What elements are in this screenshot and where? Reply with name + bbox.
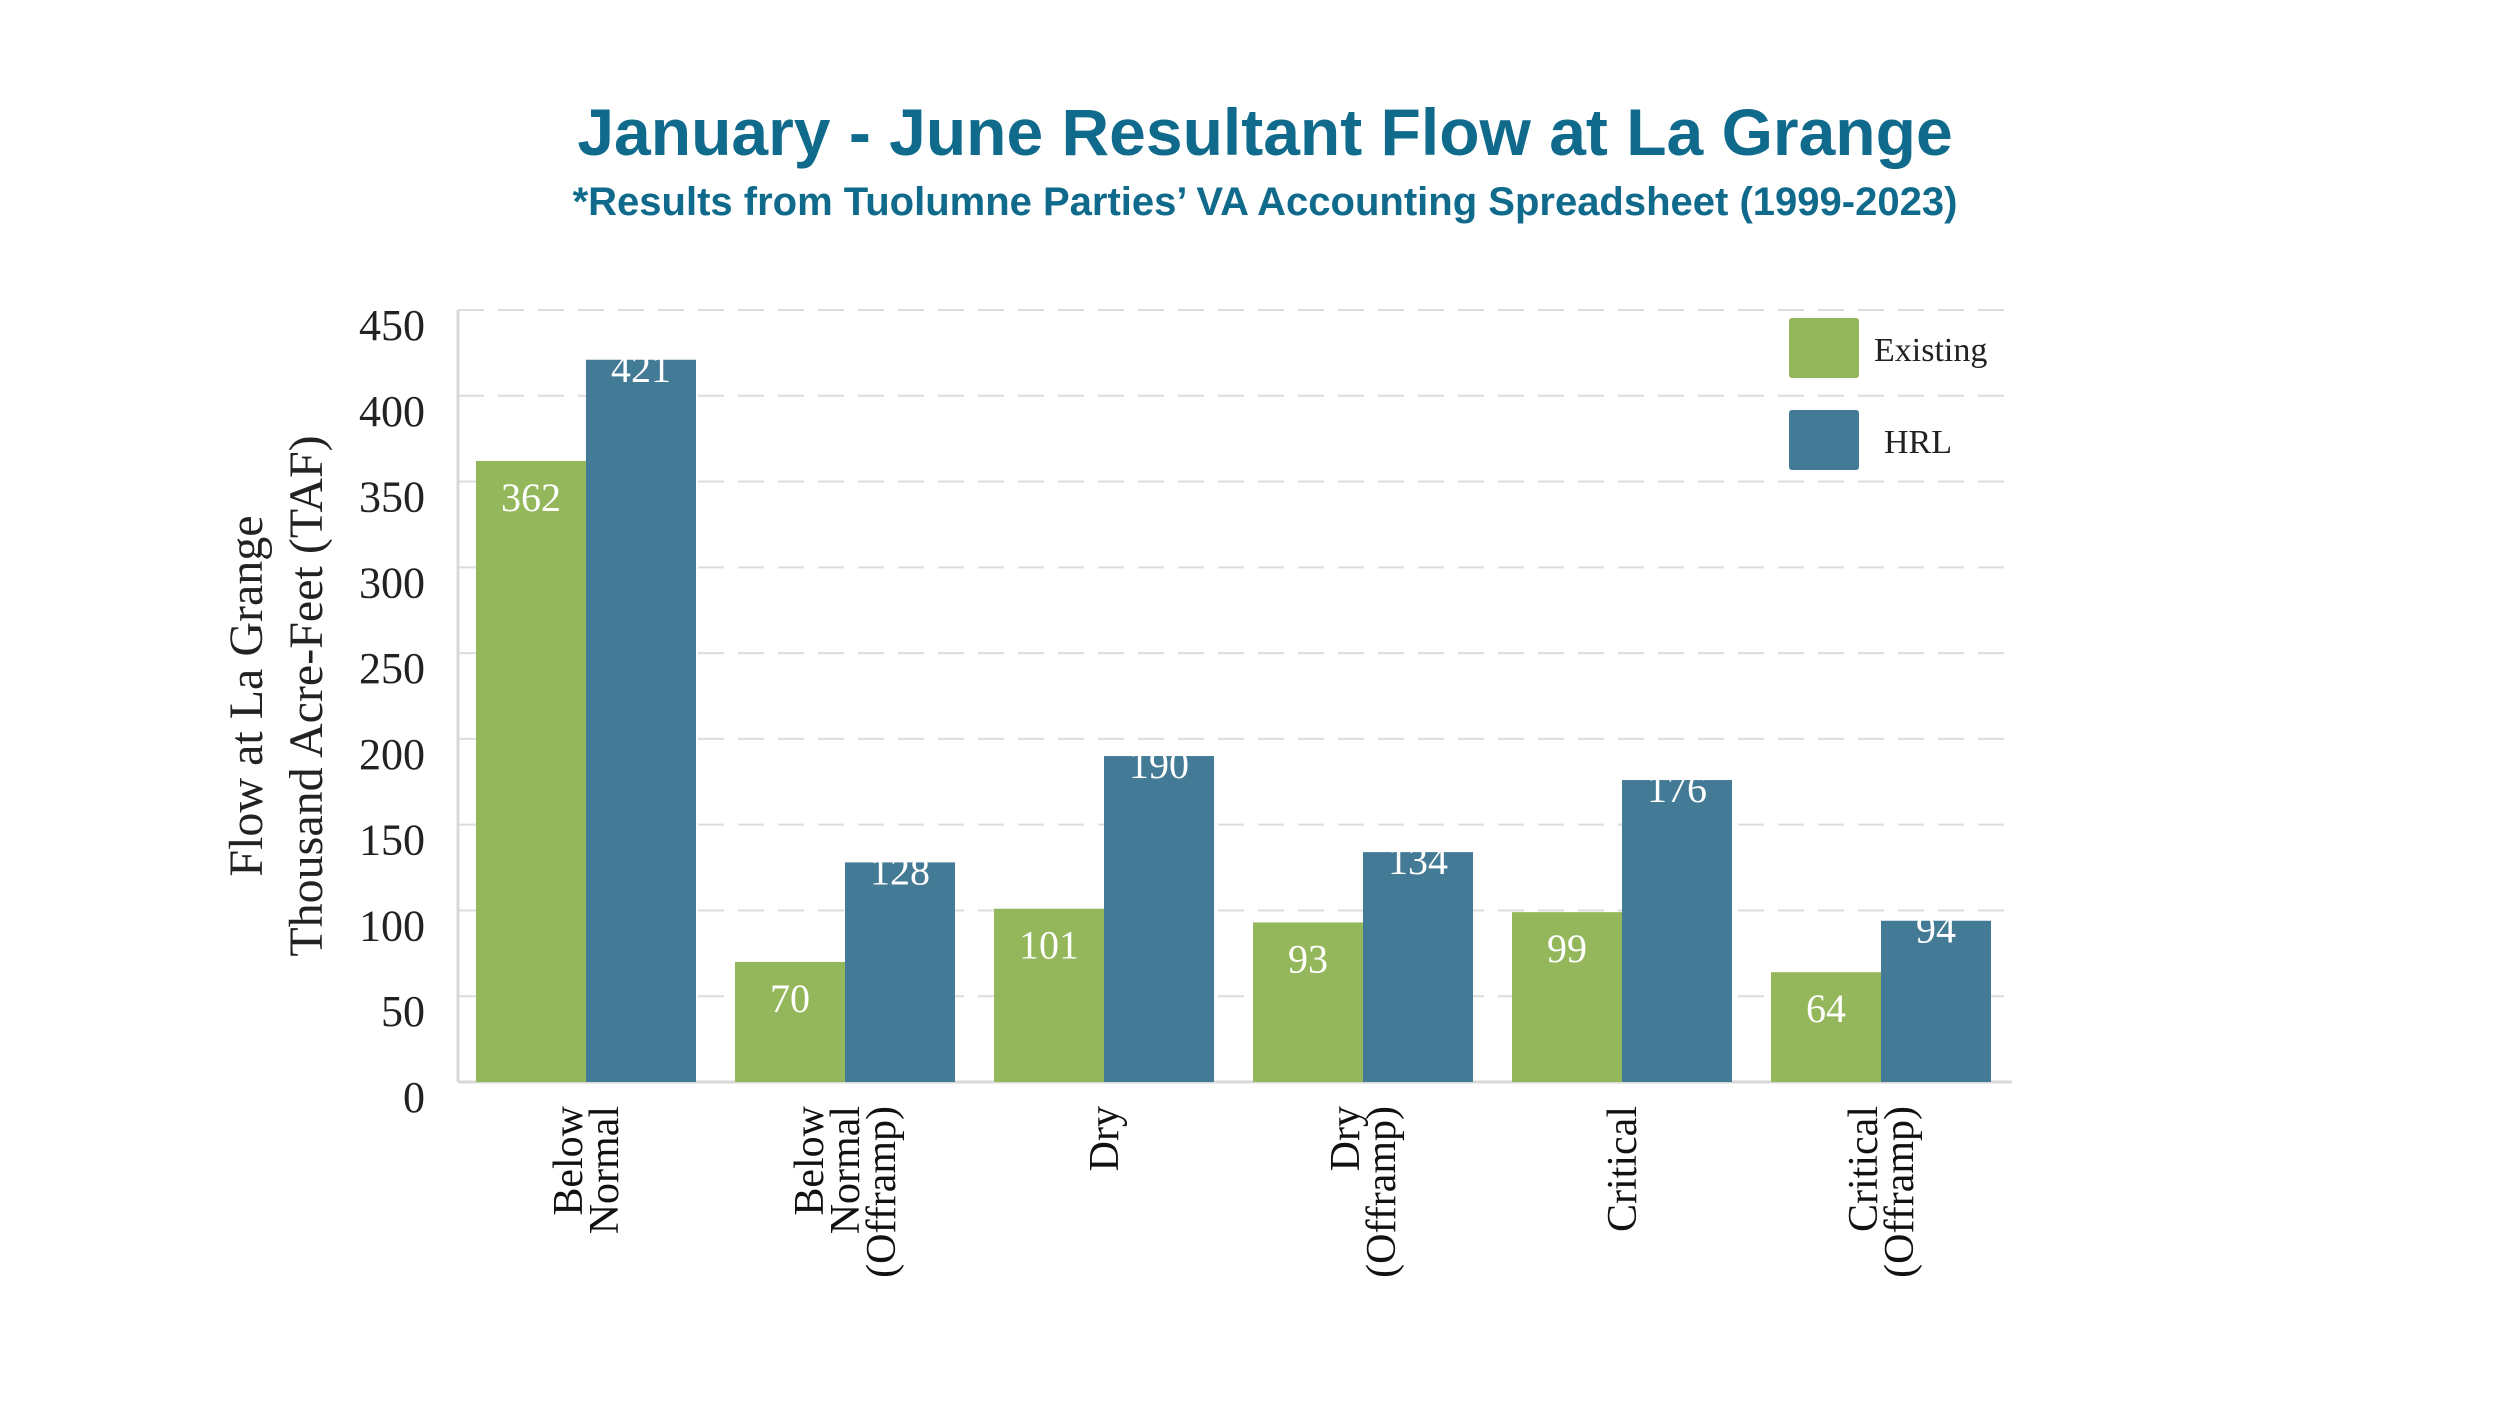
y-tick-label: 250: [359, 644, 425, 693]
y-tick-label: 0: [403, 1073, 425, 1122]
y-tick-labels: 0 50 100 150 200 250 300 350 400 450: [359, 301, 425, 1122]
data-label: 134: [1388, 838, 1448, 883]
data-labels: 362 421 70 128 101 190 93 134 99 176 64 94: [501, 346, 1956, 1031]
bar-hrl-3: [1363, 852, 1473, 1082]
bar-existing-2: [994, 908, 1104, 1082]
data-label: 362: [501, 475, 561, 520]
x-tick-label: (Offramp): [1877, 1106, 1923, 1278]
chart-subtitle: *Results from Tuolumne Parties’ VA Accou…: [573, 180, 1958, 224]
y-tick-label: 350: [359, 473, 425, 522]
bar-existing-4: [1512, 912, 1622, 1082]
axes: [456, 310, 2012, 1084]
bar-hrl-4: [1622, 780, 1732, 1082]
bar-existing-1: [735, 961, 845, 1082]
data-label: 70: [770, 976, 810, 1021]
legend-label-hrl: HRL: [1884, 424, 1952, 461]
x-tick-label: Critical: [1841, 1106, 1887, 1232]
y-axis-title: Flow at La Grange Thousand Acre-Feet (TAF…: [220, 435, 333, 956]
bars: [476, 359, 1991, 1083]
data-label: 93: [1288, 936, 1328, 981]
legend: Existing HRL: [1789, 318, 1987, 470]
bar-hrl-2: [1104, 756, 1214, 1082]
y-tick-label: 400: [359, 387, 425, 436]
legend-swatch-existing: [1789, 318, 1859, 378]
bar-existing-3: [1253, 922, 1363, 1082]
y-tick-label: 100: [359, 901, 425, 950]
bar-hrl-5: [1881, 920, 1991, 1082]
x-tick-label: Below: [787, 1105, 833, 1215]
x-tick-label: Dry: [1323, 1106, 1369, 1171]
y-tick-label: 150: [359, 816, 425, 865]
x-tick-label: Below: [546, 1105, 592, 1215]
y-axis-title-line: Flow at La Grange: [220, 515, 273, 876]
x-tick-label: (Offramp): [859, 1106, 905, 1278]
x-tick-label: Normal: [582, 1106, 628, 1234]
x-tick-label: Normal: [823, 1106, 869, 1234]
data-label: 176: [1647, 766, 1707, 811]
y-tick-label: 200: [359, 730, 425, 779]
data-label: 99: [1547, 926, 1587, 971]
bar-hrl-1: [845, 862, 955, 1082]
bar-existing-5: [1771, 972, 1881, 1082]
legend-swatch-hrl: [1789, 410, 1859, 470]
gridlines: [458, 309, 2012, 998]
data-label: 64: [1806, 986, 1846, 1031]
x-tick-label: Critical: [1600, 1106, 1646, 1232]
bar-hrl-0: [586, 359, 696, 1082]
chart-title: January - June Resultant Flow at La Gran…: [577, 95, 1952, 169]
data-label: 128: [870, 848, 930, 893]
y-tick-label: 450: [359, 301, 425, 350]
data-label: 421: [611, 346, 671, 391]
y-tick-label: 300: [359, 558, 425, 607]
legend-label-existing: Existing: [1874, 332, 1987, 369]
data-label: 101: [1019, 923, 1079, 968]
x-tick-label: Dry: [1082, 1106, 1128, 1171]
y-tick-label: 50: [381, 987, 425, 1036]
x-tick-label: (Offramp): [1359, 1106, 1405, 1278]
data-label: 190: [1129, 742, 1189, 787]
data-label: 94: [1916, 907, 1956, 952]
bar-existing-0: [476, 460, 586, 1083]
y-axis-title-line: Thousand Acre-Feet (TAF): [280, 435, 333, 956]
